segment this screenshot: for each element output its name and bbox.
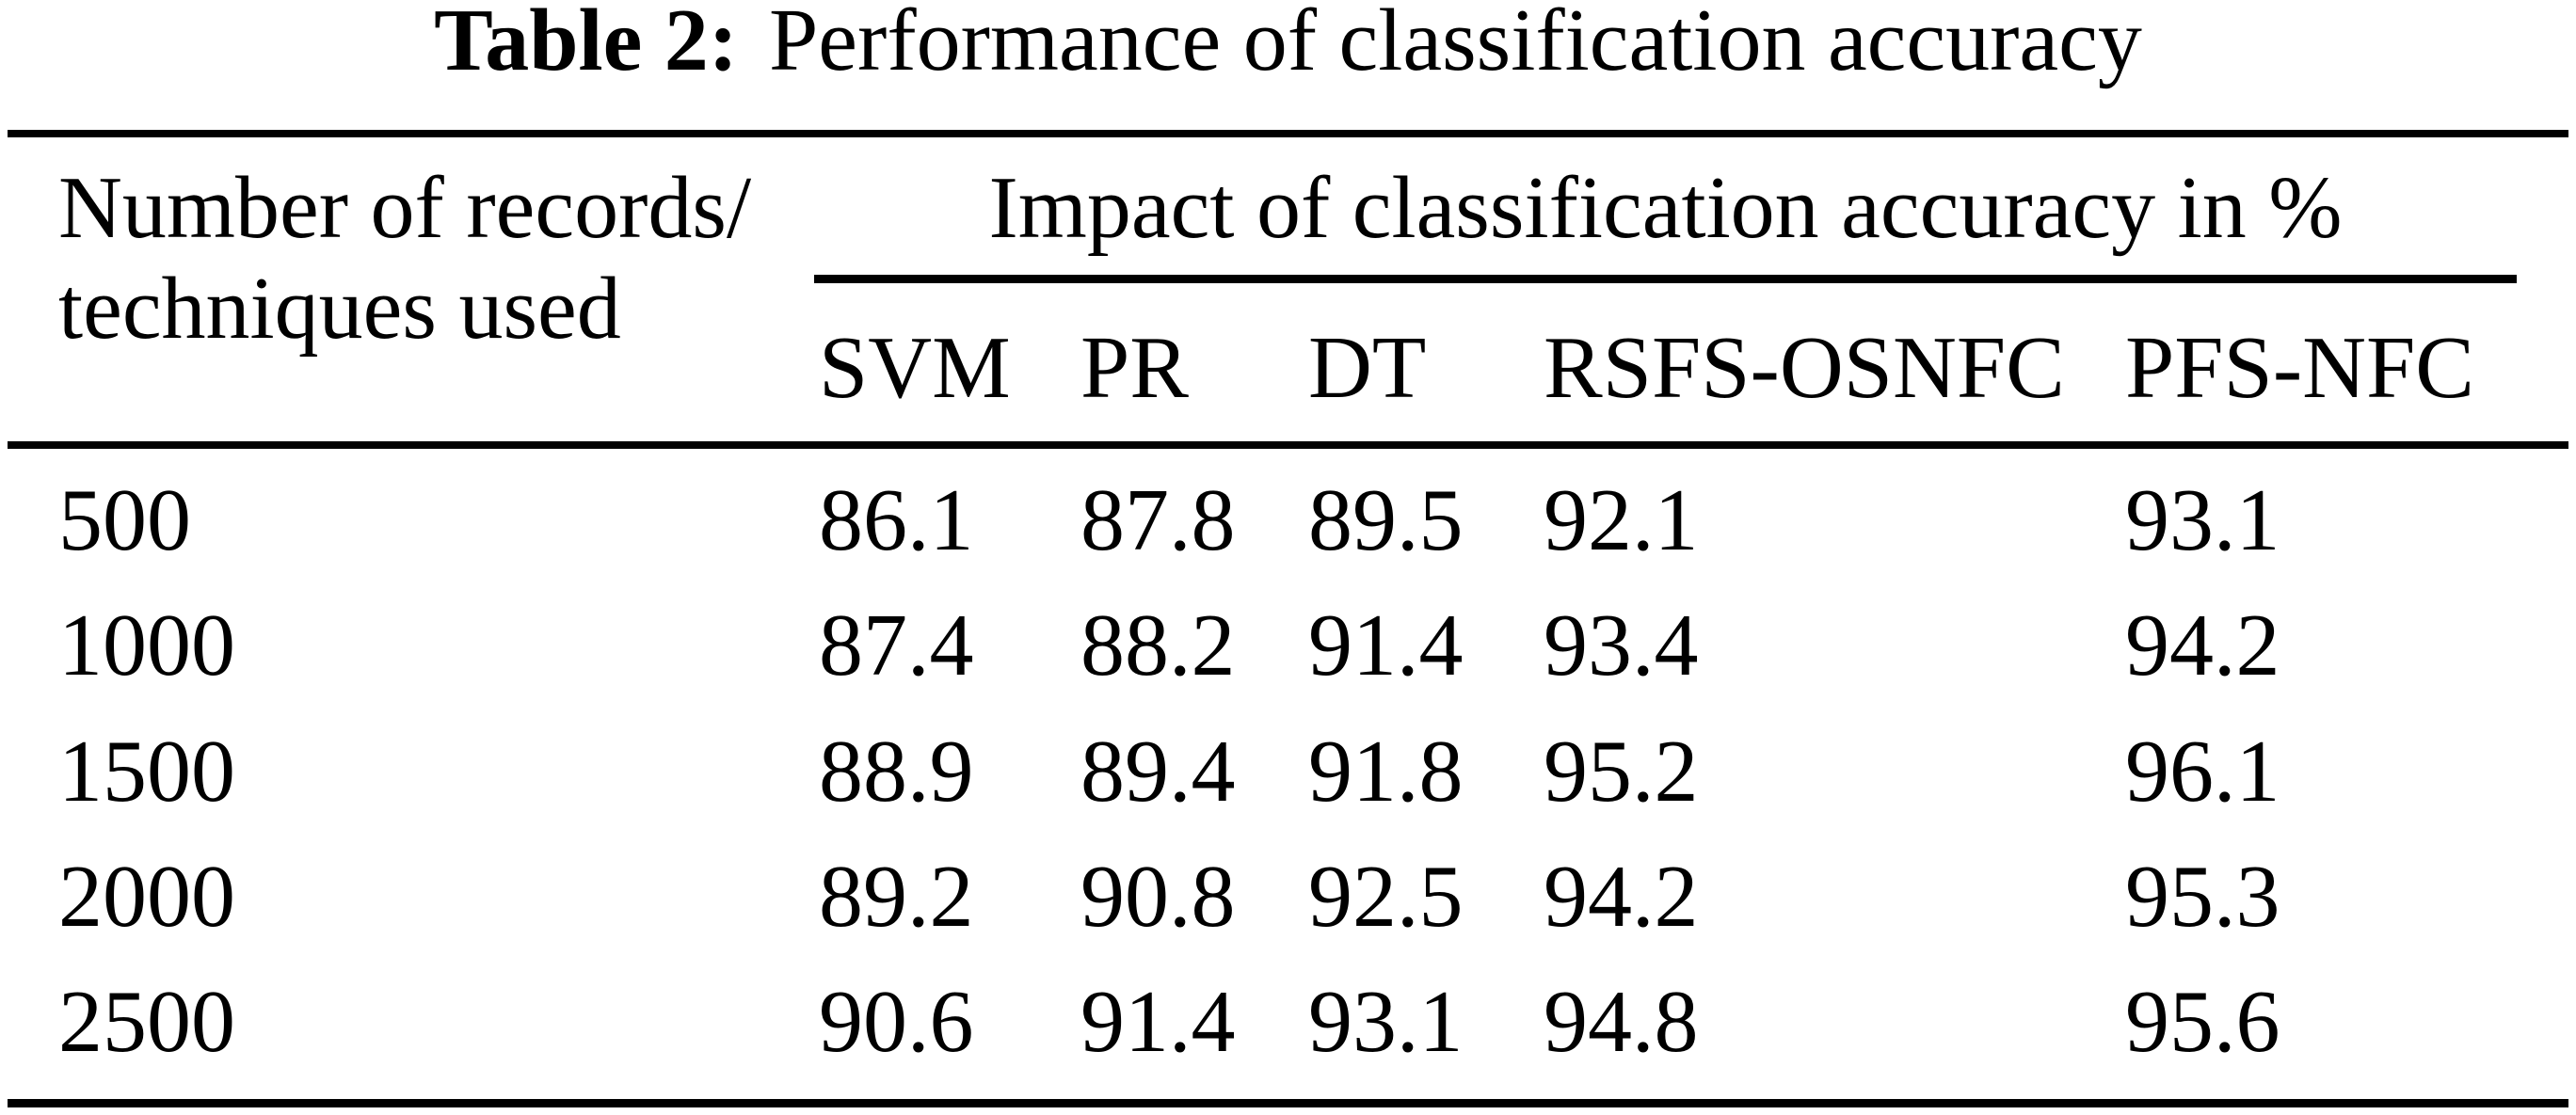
table-row: 2500 90.6 91.4 93.1 94.8 95.6 bbox=[0, 970, 2576, 1074]
row-header: Number of records/ techniques used bbox=[58, 158, 751, 359]
cell: 88.9 bbox=[819, 723, 974, 820]
row-label: 1500 bbox=[58, 723, 235, 820]
row-label: 2000 bbox=[58, 848, 235, 946]
cell: 89.5 bbox=[1308, 471, 1464, 569]
row-header-line2: techniques used bbox=[58, 260, 621, 358]
cell: 92.5 bbox=[1308, 848, 1464, 946]
cell: 87.8 bbox=[1080, 471, 1236, 569]
cell: 90.8 bbox=[1080, 848, 1236, 946]
cell: 96.1 bbox=[2125, 723, 2280, 820]
row-label: 500 bbox=[58, 471, 191, 569]
table-caption: Table 2: Performance of classification ac… bbox=[0, 0, 2576, 92]
table-row: 500 86.1 87.8 89.5 92.1 93.1 bbox=[0, 469, 2576, 572]
cell: 93.1 bbox=[2125, 471, 2280, 569]
cell: 94.2 bbox=[1544, 848, 1699, 946]
cell: 92.1 bbox=[1544, 471, 1699, 569]
table-row: 1500 88.9 89.4 91.8 95.2 96.1 bbox=[0, 720, 2576, 823]
cell: 89.2 bbox=[819, 848, 974, 946]
column-header-dt: DT bbox=[1308, 319, 1427, 417]
row-label: 1000 bbox=[58, 597, 235, 694]
bottom-rule bbox=[8, 1099, 2568, 1107]
cell: 90.6 bbox=[819, 973, 974, 1071]
table-caption-text: Performance of classification accuracy bbox=[769, 0, 2142, 89]
cell: 86.1 bbox=[819, 471, 974, 569]
column-header-pfs-nfc: PFS-NFC bbox=[2125, 319, 2474, 417]
cell: 91.8 bbox=[1308, 723, 1464, 820]
table-caption-label: Table 2: bbox=[434, 0, 739, 89]
column-header-rsfs-osnfc: RSFS-OSNFC bbox=[1544, 319, 2065, 417]
cell: 93.1 bbox=[1308, 973, 1464, 1071]
column-header-pr: PR bbox=[1080, 319, 1189, 417]
column-header-row: SVM PR DT RSFS-OSNFC PFS-NFC bbox=[0, 316, 2576, 420]
row-label: 2500 bbox=[58, 973, 235, 1071]
table-row: 2000 89.2 90.8 92.5 94.2 95.3 bbox=[0, 845, 2576, 948]
cell: 88.2 bbox=[1080, 597, 1236, 694]
column-group-header: Impact of classification accuracy in % bbox=[988, 159, 2343, 257]
header-body-rule bbox=[8, 441, 2568, 449]
column-header-svm: SVM bbox=[819, 319, 1011, 417]
table-row: 1000 87.4 88.2 91.4 93.4 94.2 bbox=[0, 594, 2576, 697]
cell: 95.6 bbox=[2125, 973, 2280, 1071]
group-header-rule bbox=[814, 275, 2517, 283]
cell: 87.4 bbox=[819, 597, 974, 694]
cell: 93.4 bbox=[1544, 597, 1699, 694]
cell: 95.2 bbox=[1544, 723, 1699, 820]
top-rule bbox=[8, 130, 2568, 137]
cell: 94.8 bbox=[1544, 973, 1699, 1071]
cell: 95.3 bbox=[2125, 848, 2280, 946]
cell: 91.4 bbox=[1080, 973, 1236, 1071]
cell: 91.4 bbox=[1308, 597, 1464, 694]
cell: 89.4 bbox=[1080, 723, 1236, 820]
cell: 94.2 bbox=[2125, 597, 2280, 694]
row-header-line1: Number of records/ bbox=[58, 159, 752, 257]
